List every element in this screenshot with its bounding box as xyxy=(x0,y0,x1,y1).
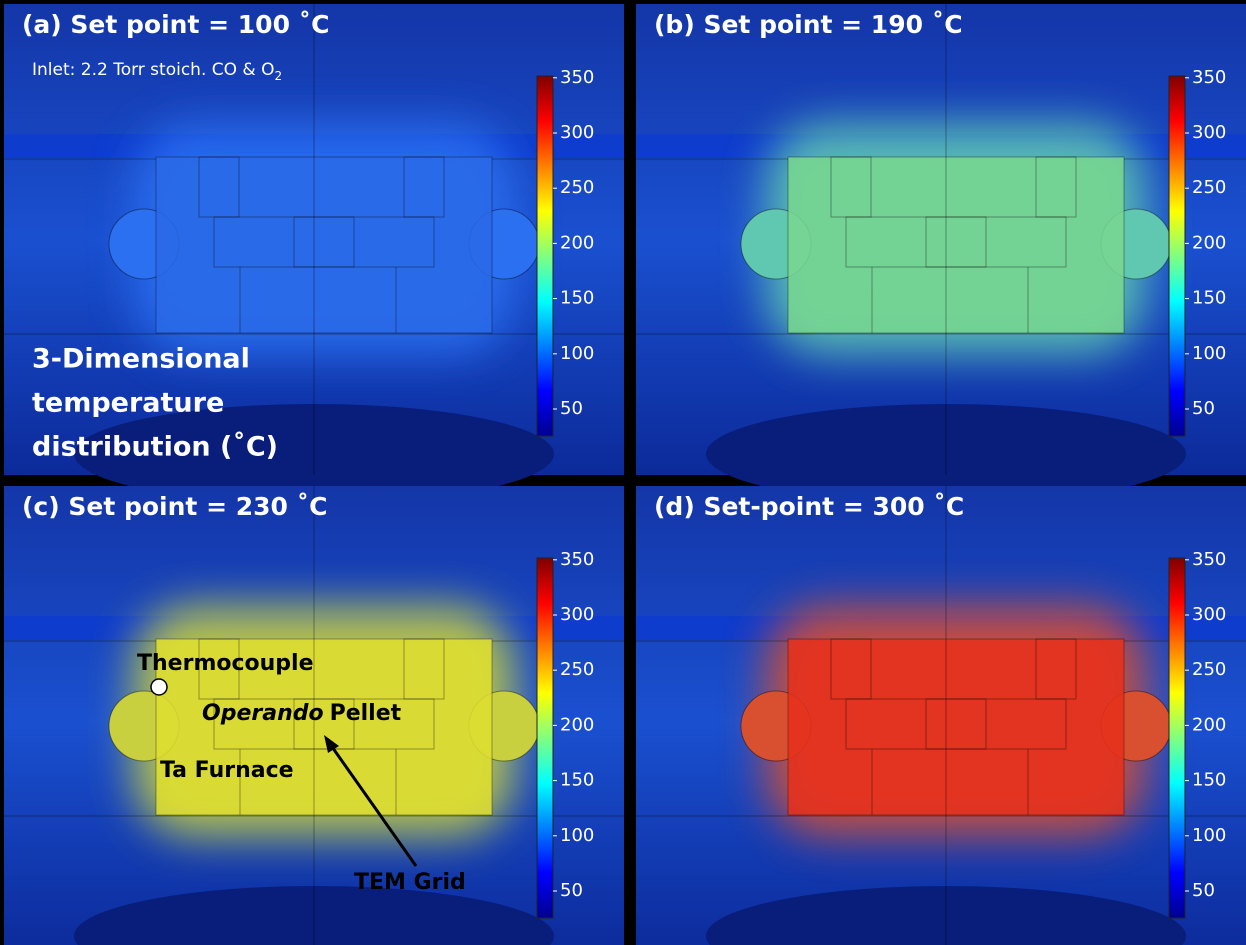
furnace-label: Ta Furnace xyxy=(160,758,294,783)
furnace xyxy=(155,638,493,816)
furnace xyxy=(787,638,1125,816)
colorbar-tick-label: 100 xyxy=(1192,343,1226,364)
colorbar-tick-label: 350 xyxy=(560,67,594,88)
colorbar-tick-label: 350 xyxy=(1192,549,1226,570)
panel-title: (d) Set-point = 300 ˚C xyxy=(654,492,964,521)
furnace-part xyxy=(213,698,435,750)
furnace-part xyxy=(845,216,1067,268)
colorbar-tick-label: 300 xyxy=(1192,604,1226,625)
colorbar-tick-label: 350 xyxy=(560,549,594,570)
colorbar-tick-label: 150 xyxy=(560,288,594,309)
colorbar-tick-label: 50 xyxy=(560,880,583,901)
colorbar-tick-label: 150 xyxy=(560,770,594,791)
panel: 350 300 250 200 150 100 50 (c) Set point = 230 … xyxy=(4,486,624,945)
furnace-part xyxy=(1035,156,1077,218)
colorbar-tick-label: 250 xyxy=(560,659,594,680)
furnace-part xyxy=(925,216,987,268)
colorbar xyxy=(536,557,554,919)
lower-shadow xyxy=(74,404,554,504)
pellet-label: Operando Pellet xyxy=(202,701,402,726)
grid-arrowhead xyxy=(324,735,339,753)
lower-shadow xyxy=(706,886,1186,945)
colorbar-tick-label: 250 xyxy=(560,177,594,198)
lower-shadow xyxy=(74,886,554,945)
lower-shadow xyxy=(706,404,1186,504)
panel: 350 300 250 200 150 100 50 (d) Set-point = 300 … xyxy=(636,486,1246,945)
panel: 350 300 250 200 150 100 50 (b) Set point = 190 … xyxy=(636,4,1246,504)
colorbar-tick-label: 200 xyxy=(560,714,594,735)
colorbar-tick-label: 50 xyxy=(1192,880,1215,901)
thermocouple-label: Thermocouple xyxy=(137,651,314,676)
colorbar-tick-label: 250 xyxy=(1192,659,1226,680)
furnace-part xyxy=(845,698,1067,750)
colorbar-tick-label: 350 xyxy=(1192,67,1226,88)
furnace-part xyxy=(830,156,872,218)
furnace-part xyxy=(403,638,445,700)
panel: 350 300 250 200 150 100 50 (a) Set point = 100 … xyxy=(4,4,624,504)
inlet-text: Inlet: 2.2 Torr stoich. CO & O xyxy=(32,60,274,80)
colorbar xyxy=(1168,75,1186,437)
colorbar-tick-label: 150 xyxy=(1192,770,1226,791)
furnace-part xyxy=(293,216,355,268)
colorbar-tick-label: 300 xyxy=(560,604,594,625)
description-line: distribution (˚C) xyxy=(32,432,278,463)
furnace-part xyxy=(403,156,445,218)
description-line: temperature xyxy=(32,388,224,419)
thermocouple-marker xyxy=(150,678,168,696)
panel-title: (c) Set point = 230 ˚C xyxy=(22,492,327,521)
colorbar-tick-label: 250 xyxy=(1192,177,1226,198)
colorbar-tick-label: 200 xyxy=(560,232,594,253)
colorbar-tick-label: 50 xyxy=(1192,398,1215,419)
colorbar-tick-label: 200 xyxy=(1192,714,1226,735)
colorbar-tick-label: 100 xyxy=(560,825,594,846)
grid-label: TEM Grid xyxy=(354,870,466,895)
furnace-part xyxy=(198,156,240,218)
furnace-part xyxy=(1035,638,1077,700)
furnace-part xyxy=(925,698,987,750)
furnace xyxy=(155,156,493,334)
panel-title: (a) Set point = 100 ˚C xyxy=(22,10,330,39)
colorbar-tick-label: 300 xyxy=(560,122,594,143)
colorbar-tick-label: 150 xyxy=(1192,288,1226,309)
furnace-part xyxy=(293,698,355,750)
colorbar xyxy=(1168,557,1186,919)
pellet-text: Pellet xyxy=(330,701,402,726)
furnace xyxy=(787,156,1125,334)
colorbar xyxy=(536,75,554,437)
colorbar-tick-label: 100 xyxy=(1192,825,1226,846)
furnace-part xyxy=(198,638,240,700)
panel-title: (b) Set point = 190 ˚C xyxy=(654,10,963,39)
colorbar-tick-label: 100 xyxy=(560,343,594,364)
colorbar-tick-label: 50 xyxy=(560,398,583,419)
furnace-part xyxy=(213,216,435,268)
furnace-part xyxy=(830,638,872,700)
colorbar-tick-label: 200 xyxy=(1192,232,1226,253)
inlet-subscript: 2 xyxy=(274,69,282,83)
inlet-note: Inlet: 2.2 Torr stoich. CO & O2 xyxy=(32,60,282,83)
grid-arrow xyxy=(328,743,418,867)
description-line: 3-Dimensional xyxy=(32,344,250,375)
colorbar-tick-label: 300 xyxy=(1192,122,1226,143)
pellet-italic: Operando xyxy=(202,701,324,726)
